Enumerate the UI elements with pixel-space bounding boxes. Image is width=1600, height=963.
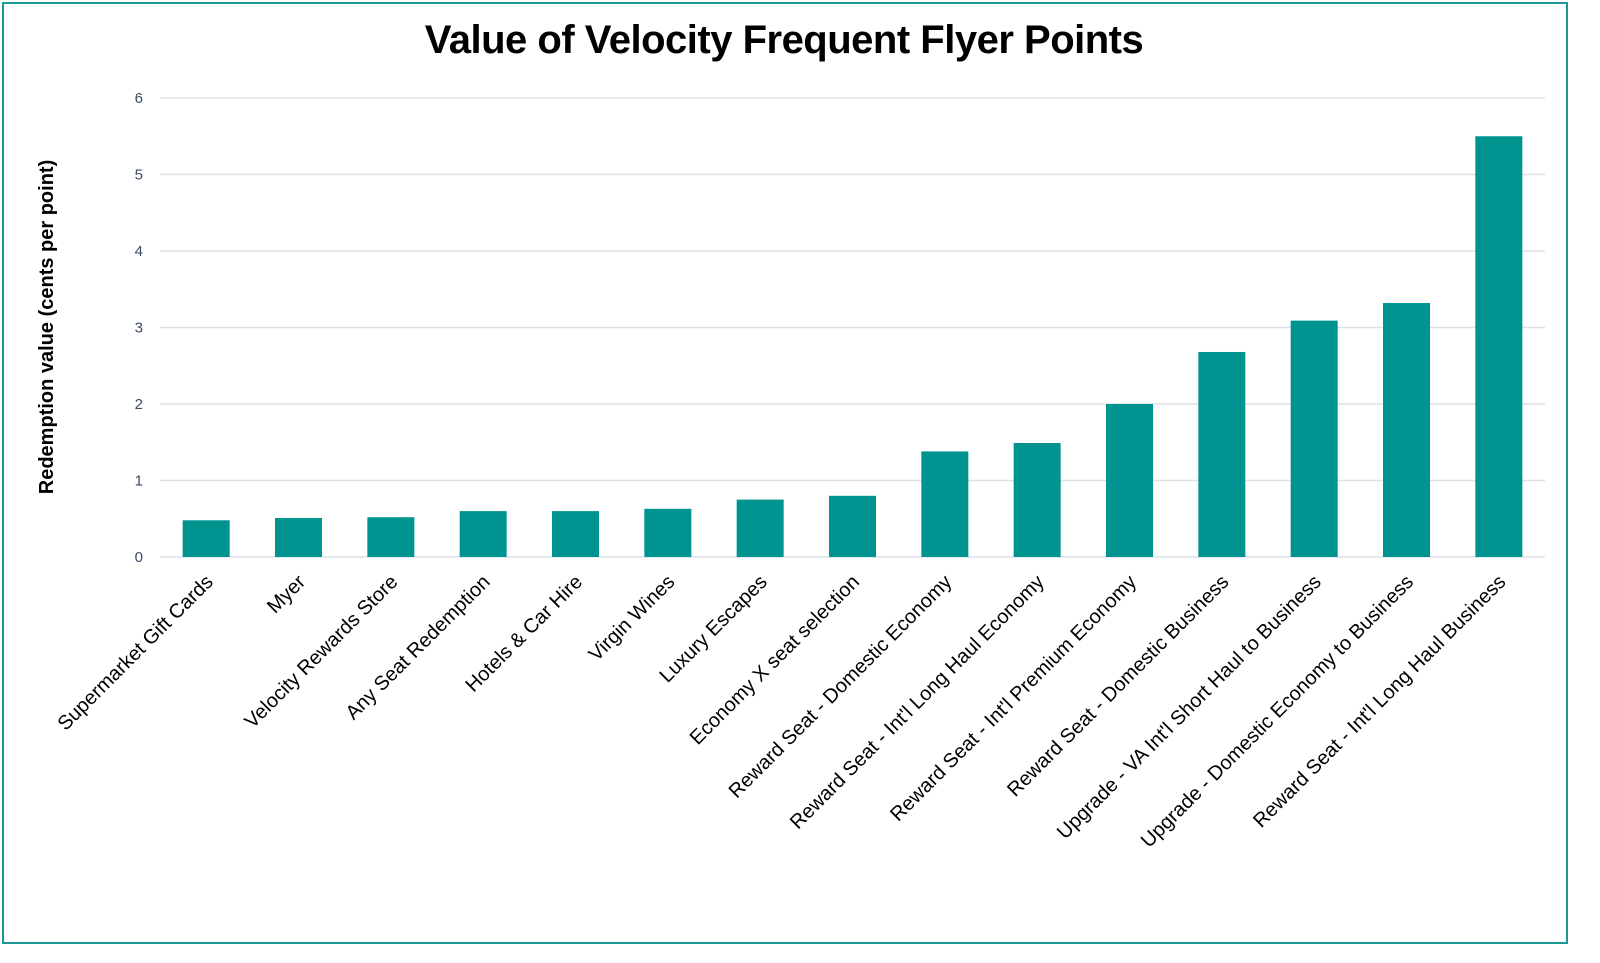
- bar: [182, 520, 230, 557]
- y-tick-label: 0: [135, 549, 143, 566]
- bar: [552, 511, 599, 557]
- x-tick-label: Myer: [263, 571, 310, 618]
- y-tick-label: 5: [135, 167, 143, 184]
- y-axis-label: Redemption value (cents per point): [36, 160, 58, 494]
- x-tick-label: Velocity Rewards Store: [241, 571, 403, 733]
- bar: [1106, 404, 1153, 557]
- bar: [275, 517, 322, 557]
- bar: [1198, 351, 1246, 557]
- bar: [1290, 320, 1338, 557]
- chart-title: Value of Velocity Frequent Flyer Points: [424, 18, 1144, 62]
- bar: [367, 517, 415, 557]
- y-tick-label: 4: [135, 243, 143, 260]
- y-tick-label: 3: [135, 320, 143, 337]
- bar: [736, 499, 784, 557]
- chart-frame: [2, 2, 1568, 944]
- y-tick-label: 1: [135, 473, 143, 490]
- x-tick-label: Economy X seat selection: [686, 571, 864, 749]
- bar: [1475, 136, 1523, 557]
- y-tick-label: 6: [135, 90, 143, 107]
- bar: [829, 495, 876, 557]
- y-tick-label: 2: [135, 396, 143, 413]
- bar: [459, 511, 507, 557]
- x-tick-label: Virgin Wines: [585, 571, 680, 666]
- bar: [1013, 443, 1061, 557]
- bar: [921, 451, 969, 557]
- bar: [644, 508, 692, 557]
- x-tick-label: Supermarket Gift Cards: [54, 571, 218, 735]
- bar: [1383, 303, 1430, 557]
